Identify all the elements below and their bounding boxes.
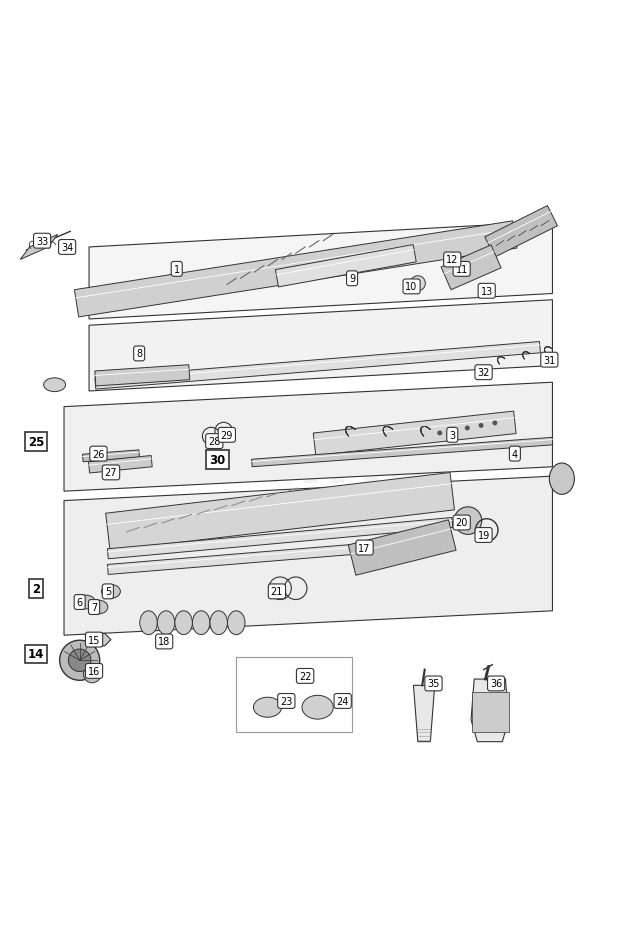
Text: 1: 1 <box>174 264 180 274</box>
Ellipse shape <box>302 695 333 719</box>
Circle shape <box>410 276 425 291</box>
Polygon shape <box>441 246 501 290</box>
Polygon shape <box>95 342 540 389</box>
Text: 22: 22 <box>299 671 311 681</box>
Circle shape <box>443 257 454 267</box>
Circle shape <box>479 424 484 428</box>
Text: 16: 16 <box>88 667 100 676</box>
Text: 18: 18 <box>158 637 170 647</box>
Text: 29: 29 <box>221 430 233 440</box>
Polygon shape <box>471 679 509 742</box>
Circle shape <box>437 431 442 436</box>
Text: 3: 3 <box>449 430 455 440</box>
Polygon shape <box>252 438 553 467</box>
Circle shape <box>454 507 482 535</box>
Circle shape <box>84 666 101 683</box>
Text: 25: 25 <box>28 435 44 448</box>
Text: 15: 15 <box>88 635 100 645</box>
Circle shape <box>465 426 470 431</box>
Circle shape <box>493 421 498 426</box>
Text: 28: 28 <box>208 437 221 447</box>
Text: 31: 31 <box>543 355 555 365</box>
Ellipse shape <box>253 697 282 717</box>
Ellipse shape <box>102 585 120 599</box>
Text: 24: 24 <box>337 696 349 706</box>
Ellipse shape <box>77 595 96 609</box>
Ellipse shape <box>228 611 245 635</box>
Polygon shape <box>313 412 516 456</box>
Text: 7: 7 <box>91 603 97 613</box>
Polygon shape <box>106 473 455 551</box>
Polygon shape <box>74 222 517 318</box>
Text: 2: 2 <box>32 582 40 595</box>
Text: 5: 5 <box>104 587 111 597</box>
Polygon shape <box>82 451 140 463</box>
Polygon shape <box>108 518 453 559</box>
Polygon shape <box>348 520 456 576</box>
Text: 13: 13 <box>481 286 493 297</box>
Ellipse shape <box>140 611 157 635</box>
Text: 17: 17 <box>359 543 370 552</box>
Ellipse shape <box>549 464 574 495</box>
Text: 6: 6 <box>77 597 83 607</box>
Polygon shape <box>64 476 552 636</box>
Text: 12: 12 <box>446 255 459 265</box>
Text: 21: 21 <box>270 587 283 597</box>
Ellipse shape <box>157 611 175 635</box>
Circle shape <box>60 641 100 680</box>
Text: 27: 27 <box>104 468 117 478</box>
Ellipse shape <box>89 601 108 615</box>
Text: 19: 19 <box>477 530 490 540</box>
Text: 34: 34 <box>61 243 73 253</box>
Polygon shape <box>485 207 557 258</box>
Polygon shape <box>95 365 190 387</box>
Text: 20: 20 <box>455 518 468 527</box>
Bar <box>472 692 509 732</box>
Text: 36: 36 <box>490 679 502 689</box>
Circle shape <box>451 428 456 434</box>
Text: 14: 14 <box>28 648 44 661</box>
Polygon shape <box>89 222 552 320</box>
Text: 4: 4 <box>512 449 518 459</box>
Ellipse shape <box>192 611 210 635</box>
Text: 11: 11 <box>455 264 468 274</box>
Polygon shape <box>86 634 111 646</box>
Text: 10: 10 <box>406 282 418 292</box>
Text: 33: 33 <box>36 236 48 247</box>
Text: 26: 26 <box>92 449 104 459</box>
Text: 23: 23 <box>280 696 292 706</box>
Text: 9: 9 <box>349 274 355 284</box>
Text: 8: 8 <box>136 349 142 359</box>
Polygon shape <box>89 300 552 391</box>
Polygon shape <box>20 235 58 260</box>
Polygon shape <box>64 383 552 491</box>
Circle shape <box>69 649 91 672</box>
FancyBboxPatch shape <box>237 657 352 732</box>
Text: 35: 35 <box>427 679 440 689</box>
Text: 32: 32 <box>477 368 490 378</box>
Polygon shape <box>413 686 435 742</box>
Ellipse shape <box>43 378 65 392</box>
Polygon shape <box>89 456 152 474</box>
Ellipse shape <box>210 611 228 635</box>
Text: STIHL: STIHL <box>197 429 432 498</box>
Polygon shape <box>276 246 416 287</box>
Ellipse shape <box>175 611 192 635</box>
Text: 30: 30 <box>209 454 226 467</box>
Polygon shape <box>108 537 453 575</box>
